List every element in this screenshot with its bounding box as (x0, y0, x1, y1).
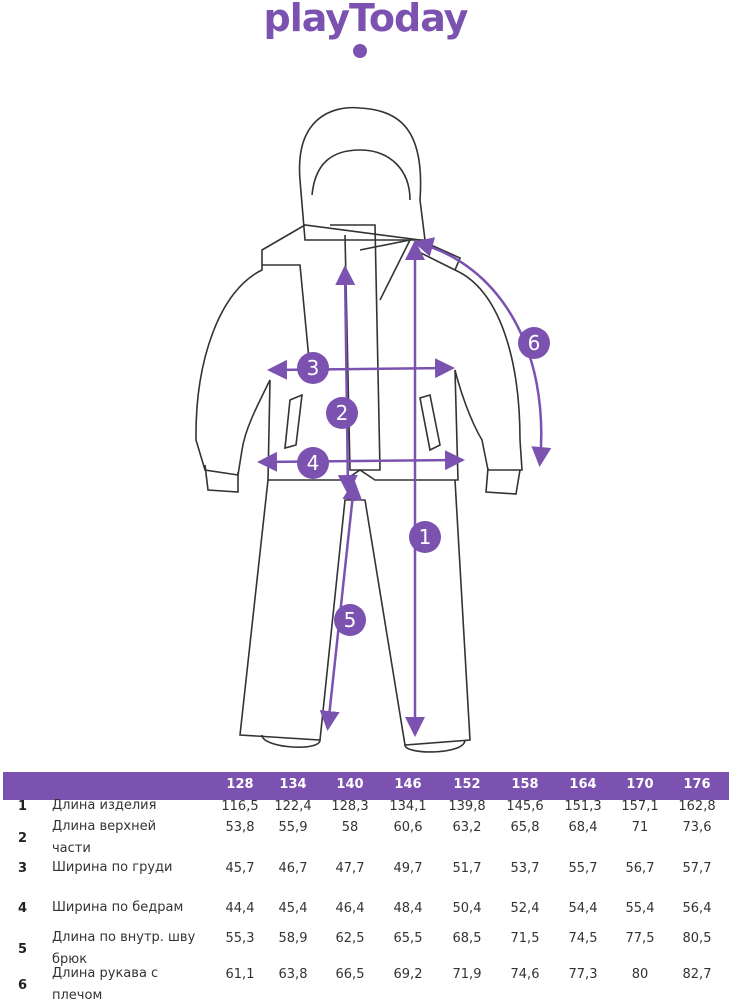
table-cell: 68,5 (452, 931, 482, 946)
brand-logo: playToday (263, 0, 469, 40)
row-label: Длина по внутр. шву брюк (52, 930, 196, 967)
table-cell: 71,9 (452, 967, 482, 982)
table-cell: 74,5 (568, 931, 598, 946)
row-label: Ширина по груди (52, 860, 173, 875)
table-cell: 80,5 (682, 931, 712, 946)
logo-dot (353, 44, 367, 58)
table-cell: 61,1 (225, 967, 255, 982)
size-header-134: 134 (279, 777, 307, 792)
table-cell: 69,2 (393, 967, 423, 982)
size-header-158: 158 (511, 777, 539, 792)
svg-text:5: 5 (344, 608, 357, 632)
table-cell: 58,9 (278, 931, 308, 946)
row-label: Длина рукава с плечом (52, 966, 159, 1000)
row-number: 5 (18, 942, 28, 957)
table-cell: 55,9 (278, 820, 308, 835)
table-cell: 71 (631, 820, 649, 835)
table-cell: 57,7 (682, 861, 712, 876)
table-cell: 134,1 (389, 799, 427, 814)
svg-text:4: 4 (307, 451, 320, 475)
table-cell: 52,4 (510, 901, 540, 916)
table-cell: 116,5 (221, 799, 259, 814)
row-label: Ширина по бедрам (52, 900, 184, 915)
jumpsuit-outline (195, 106, 523, 753)
measurement-marker-1: 1 (409, 521, 441, 553)
table-cell: 74,6 (510, 967, 540, 982)
size-header-170: 170 (626, 777, 654, 792)
table-cell: 46,7 (278, 861, 308, 876)
table-cell: 56,4 (682, 901, 712, 916)
table-cell: 47,7 (335, 861, 365, 876)
table-cell: 65,5 (393, 931, 423, 946)
table-cell: 50,4 (452, 901, 482, 916)
row-number: 3 (18, 861, 28, 876)
table-cell: 82,7 (682, 967, 712, 982)
size-header-176: 176 (683, 777, 711, 792)
measurement-marker-3: 3 (297, 352, 329, 384)
arrow-4 (257, 450, 465, 472)
table-cell: 139,8 (448, 799, 486, 814)
table-cell: 157,1 (621, 799, 659, 814)
table-cell: 73,6 (682, 820, 712, 835)
table-cell: 55,4 (625, 901, 655, 916)
table-cell: 66,5 (335, 967, 365, 982)
table-cell: 162,8 (678, 799, 716, 814)
table-cell: 53,7 (510, 861, 540, 876)
size-header-152: 152 (453, 777, 481, 792)
size-header-146: 146 (394, 777, 422, 792)
row-number: 2 (18, 831, 28, 846)
table-cell: 51,7 (452, 861, 482, 876)
table-cell: 44,4 (225, 901, 255, 916)
table-cell: 49,7 (393, 861, 423, 876)
table-cell: 45,7 (225, 861, 255, 876)
size-header-164: 164 (569, 777, 597, 792)
table-cell: 80 (631, 967, 649, 982)
measurement-marker-5: 5 (334, 604, 366, 636)
size-header-row: 128 134 140 146 152 158 164 170 176 (3, 772, 729, 800)
table-cell: 122,4 (274, 799, 312, 814)
table-cell: 77,5 (625, 931, 655, 946)
table-cell: 62,5 (335, 931, 365, 946)
row-label: Длина верхней части (52, 819, 157, 856)
arrow-2 (335, 265, 358, 495)
size-header-140: 140 (336, 777, 364, 792)
measurement-marker-4: 4 (297, 447, 329, 479)
table-cell: 151,3 (564, 799, 602, 814)
row-label: Длина изделия (52, 798, 157, 813)
svg-text:1: 1 (419, 525, 432, 549)
table-cell: 46,4 (335, 901, 365, 916)
measurement-marker-2: 2 (326, 397, 358, 429)
table-cell: 53,8 (225, 820, 255, 835)
table-cell: 65,8 (510, 820, 540, 835)
measurement-arrows (257, 237, 552, 737)
table-cell: 55,3 (225, 931, 255, 946)
table-cell: 128,3 (331, 799, 369, 814)
table-cell: 56,7 (625, 861, 655, 876)
table-cell: 48,4 (393, 901, 423, 916)
table-cell: 68,4 (568, 820, 598, 835)
svg-text:6: 6 (528, 331, 541, 355)
table-cell: 77,3 (568, 967, 598, 982)
table-cell: 58 (341, 820, 359, 835)
row-number: 1 (18, 799, 28, 814)
table-cell: 45,4 (278, 901, 308, 916)
row-number: 6 (18, 978, 28, 993)
table-cell: 55,7 (568, 861, 598, 876)
arrow-6 (413, 237, 552, 467)
table-cell: 63,2 (452, 820, 482, 835)
size-header-128: 128 (226, 777, 254, 792)
table-cell: 71,5 (510, 931, 540, 946)
table-cell: 63,8 (278, 967, 308, 982)
table-cell: 145,6 (506, 799, 544, 814)
svg-text:2: 2 (336, 401, 349, 425)
arrow-5 (319, 480, 363, 731)
table-cell: 60,6 (393, 820, 423, 835)
row-number: 4 (18, 901, 28, 916)
svg-text:3: 3 (307, 356, 320, 380)
measurement-marker-6: 6 (518, 327, 550, 359)
table-cell: 54,4 (568, 901, 598, 916)
